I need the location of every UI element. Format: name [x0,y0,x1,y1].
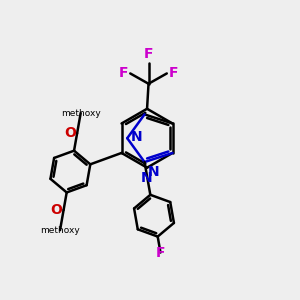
Text: N: N [131,130,142,144]
Text: N: N [148,165,159,179]
Text: N: N [141,171,153,185]
Text: methoxy: methoxy [40,226,80,235]
Text: F: F [118,66,128,80]
Text: F: F [169,66,178,80]
Text: O: O [64,126,76,140]
Text: O: O [50,203,62,217]
Text: F: F [144,47,153,61]
Text: F: F [156,245,165,260]
Text: methoxy: methoxy [61,109,100,118]
